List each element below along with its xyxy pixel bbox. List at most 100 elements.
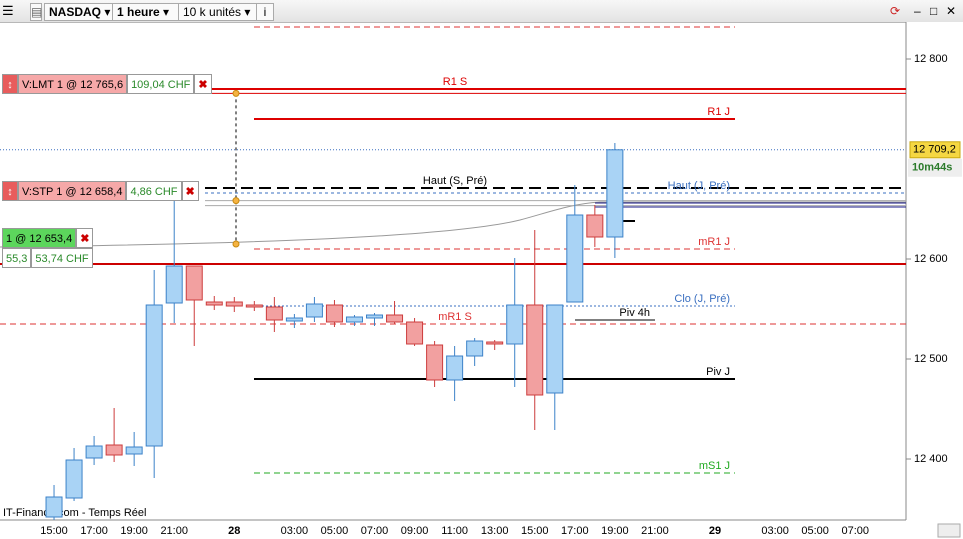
- candle-body: [325, 304, 343, 323]
- level-label: Haut (S, Pré): [423, 175, 487, 187]
- scroll-button[interactable]: [937, 523, 961, 538]
- level-label: R1 J: [707, 106, 730, 118]
- candle-body: [446, 355, 464, 381]
- order-pnl: 4,86 CHF: [126, 181, 182, 201]
- symbol: NASDAQ: [49, 5, 102, 19]
- last-price-label: 12 709,2: [913, 144, 956, 156]
- x-tick-label: 29: [709, 525, 721, 537]
- x-tick-label: 17:00: [80, 525, 108, 537]
- order-handle: [232, 197, 240, 205]
- candle-body: [105, 444, 123, 456]
- x-tick-label: 09:00: [401, 525, 429, 537]
- candle-body: [386, 314, 404, 323]
- info-button[interactable]: i: [256, 3, 274, 21]
- level-label: Piv 4h: [619, 307, 650, 319]
- level-label: mR1 S: [438, 311, 472, 323]
- x-tick-label: 07:00: [361, 525, 389, 537]
- x-tick-label: 15:00: [40, 525, 68, 537]
- position[interactable]: 1 @ 12 653,4 ✖: [2, 228, 94, 248]
- order-label: V:STP 1 @ 12 658,4: [18, 181, 127, 201]
- menu-icon[interactable]: ☰: [2, 3, 14, 18]
- x-tick-label: 13:00: [481, 525, 509, 537]
- candle-body: [586, 214, 604, 238]
- chart: IT-Finance.com - Temps Réel 12 400 12 500…: [0, 22, 963, 539]
- candle-body: [305, 303, 323, 318]
- order-handle: [232, 240, 240, 248]
- x-tick-label: 05:00: [801, 525, 829, 537]
- candle-body: [566, 214, 584, 303]
- position-pnl: 53,74 CHF: [31, 248, 93, 268]
- level-label: Clo (J, Pré): [674, 293, 730, 305]
- candle-body: [466, 340, 484, 357]
- timer: 10m44s: [912, 162, 952, 174]
- order-label: V:LMT 1 @ 12 765,6: [18, 74, 128, 94]
- period: 1 heure: [117, 5, 160, 19]
- level-label: Haut (J, Pré): [668, 180, 730, 192]
- candle-body: [285, 317, 303, 322]
- candle-body: [45, 496, 63, 518]
- candle-body: [606, 149, 624, 238]
- order-stop[interactable]: ↕ V:STP 1 @ 12 658,4 4,86 CHF ✖: [2, 181, 199, 201]
- x-tick-label: 21:00: [641, 525, 669, 537]
- period-select[interactable]: 1 heure ▾: [112, 3, 184, 21]
- candle-body: [245, 304, 263, 308]
- x-tick-label: 05:00: [321, 525, 349, 537]
- order-pnl: 109,04 CHF: [127, 74, 195, 94]
- maximize-button[interactable]: □: [930, 4, 938, 18]
- x-tick-label: 03:00: [761, 525, 789, 537]
- y-tick-label: 12 400: [914, 453, 948, 465]
- level-label: mS1 J: [699, 460, 730, 472]
- x-tick-label: 19:00: [120, 525, 148, 537]
- candle-body: [85, 445, 103, 459]
- drag-handle[interactable]: ↕: [2, 181, 18, 201]
- candle-body: [506, 304, 524, 345]
- candle-body: [65, 459, 83, 499]
- x-tick-label: 17:00: [561, 525, 589, 537]
- candle-body: [345, 316, 363, 323]
- x-tick-label: 19:00: [601, 525, 629, 537]
- average-line: [0, 201, 906, 248]
- level-label: Piv J: [706, 366, 730, 378]
- candle-body: [205, 301, 223, 306]
- last-price-tag: [909, 141, 961, 159]
- refresh-button[interactable]: ⟳: [890, 4, 901, 18]
- x-tick-label: 15:00: [521, 525, 549, 537]
- x-tick-label: 28: [228, 525, 240, 537]
- toolbar: ☰ ▤ NASDAQ ▾ 1 heure ▾ 10 k unités ▾ i ⟳…: [0, 0, 963, 23]
- position-pnl-row: 55,3 53,74 CHF: [2, 248, 93, 268]
- level-label: mR1 J: [698, 236, 730, 248]
- candle-body: [406, 321, 424, 345]
- candle-body: [546, 304, 564, 394]
- settings-icon[interactable]: ▤: [30, 3, 43, 21]
- x-tick-label: 07:00: [841, 525, 869, 537]
- x-tick-label: 21:00: [160, 525, 188, 537]
- candle-body: [185, 265, 203, 301]
- source: IT-Finance.com - Temps Réel: [3, 507, 146, 519]
- order-limit[interactable]: ↕ V:LMT 1 @ 12 765,6 109,04 CHF ✖: [2, 74, 212, 94]
- y-tick-label: 12 500: [914, 353, 948, 365]
- candle-body: [426, 344, 444, 381]
- drag-handle[interactable]: ↕: [2, 74, 18, 94]
- minimize-button[interactable]: –: [914, 4, 921, 18]
- price-axis: [906, 22, 963, 539]
- position-points: 55,3: [2, 248, 32, 268]
- y-tick-label: 12 800: [914, 53, 948, 65]
- x-tick-label: 03:00: [281, 525, 309, 537]
- candle-body: [165, 265, 183, 304]
- cancel-button[interactable]: ✖: [181, 181, 199, 201]
- candle-body: [366, 314, 384, 319]
- close-position-button[interactable]: ✖: [76, 228, 94, 248]
- candle-body: [486, 341, 504, 345]
- candle-body: [526, 304, 544, 396]
- close-button[interactable]: ✕: [946, 4, 957, 18]
- candle-body: [145, 304, 163, 447]
- symbol-select[interactable]: NASDAQ ▾: [44, 3, 116, 21]
- timer-box: [908, 158, 962, 177]
- candle-body: [225, 301, 243, 307]
- size: 10 k unités: [183, 5, 242, 19]
- size-select[interactable]: 10 k unités ▾: [178, 3, 258, 21]
- candle-body: [265, 306, 283, 321]
- cancel-button[interactable]: ✖: [194, 74, 212, 94]
- y-tick-label: 12 600: [914, 253, 948, 265]
